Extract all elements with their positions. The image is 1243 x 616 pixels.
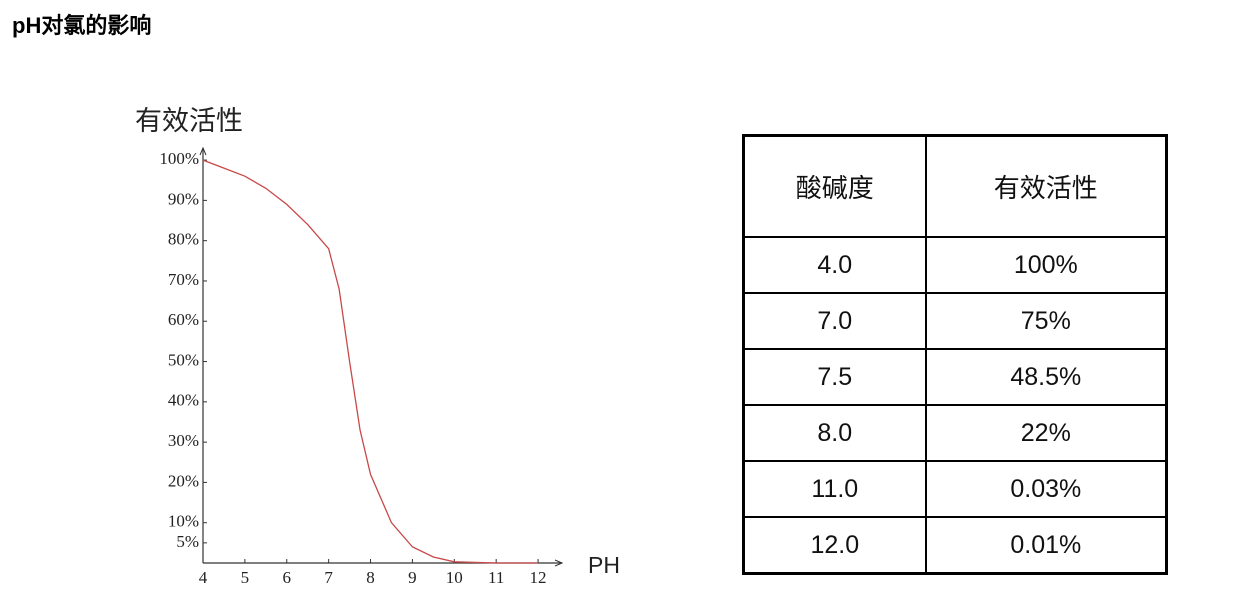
x-tick-label: 9	[408, 568, 417, 587]
table-cell: 4.0	[742, 236, 927, 294]
x-tick-label: 8	[366, 568, 375, 587]
y-tick-label: 20%	[168, 471, 199, 490]
x-tick-label: 11	[488, 568, 504, 587]
y-tick-label: 50%	[168, 350, 199, 369]
header-cell: 有效活性	[924, 134, 1168, 238]
x-tick-label: 6	[283, 568, 292, 587]
table-cell: 22%	[924, 404, 1168, 462]
y-tick-label: 30%	[168, 431, 199, 450]
x-tick-label: 5	[241, 568, 250, 587]
table-cell: 7.5	[742, 348, 927, 406]
table-cell: 0.03%	[924, 460, 1168, 518]
y-tick-label: 10%	[168, 512, 199, 531]
y-tick-label: 40%	[168, 391, 199, 410]
y-axis-arrow	[199, 146, 207, 156]
table-cell: 75%	[924, 292, 1168, 350]
y-tick-label: 70%	[168, 270, 199, 289]
x-axis-arrow	[554, 559, 564, 567]
y-tick-label: 90%	[168, 189, 199, 208]
x-tick-label: 10	[446, 568, 463, 587]
table-cell: 11.0	[742, 460, 927, 518]
y-tick-label: 80%	[168, 230, 199, 249]
data-line	[202, 159, 539, 564]
table-cell: 0.01%	[924, 516, 1168, 575]
table-row: 12.0 0.01%	[742, 516, 1168, 575]
table-cell: 8.0	[742, 404, 927, 462]
x-tick-label: 4	[199, 568, 208, 587]
table-row: 8.0 22%	[742, 404, 1168, 462]
table-cell: 48.5%	[924, 348, 1168, 406]
table-cell: 7.0	[742, 292, 927, 350]
y-axis-label: 有效活性	[135, 106, 243, 136]
y-tick-label: 100%	[159, 149, 199, 168]
x-axis-label: PH	[588, 552, 620, 578]
y-tick-label: 5%	[176, 532, 199, 551]
table-cell: 12.0	[742, 516, 927, 575]
y-tick-label: 60%	[168, 310, 199, 329]
x-tick-label: 12	[530, 568, 547, 587]
table-row: 4.0 100%	[742, 236, 1168, 294]
table-row: 7.5 48.5%	[742, 348, 1168, 406]
x-tick-label: 7	[324, 568, 333, 587]
header-cell: 酸碱度	[742, 134, 927, 238]
page-title: pH对氯的影响	[12, 13, 152, 38]
table-cell: 100%	[924, 236, 1168, 294]
table-row: 11.0 0.03%	[742, 460, 1168, 518]
table-row: 酸碱度 有效活性	[742, 134, 1168, 238]
data-table: 酸碱度 有效活性 4.0 100% 7.0 75% 7.5 48.5% 8.0 22% 11.0 0.…	[742, 134, 1168, 575]
table-row: 7.0 75%	[742, 292, 1168, 350]
